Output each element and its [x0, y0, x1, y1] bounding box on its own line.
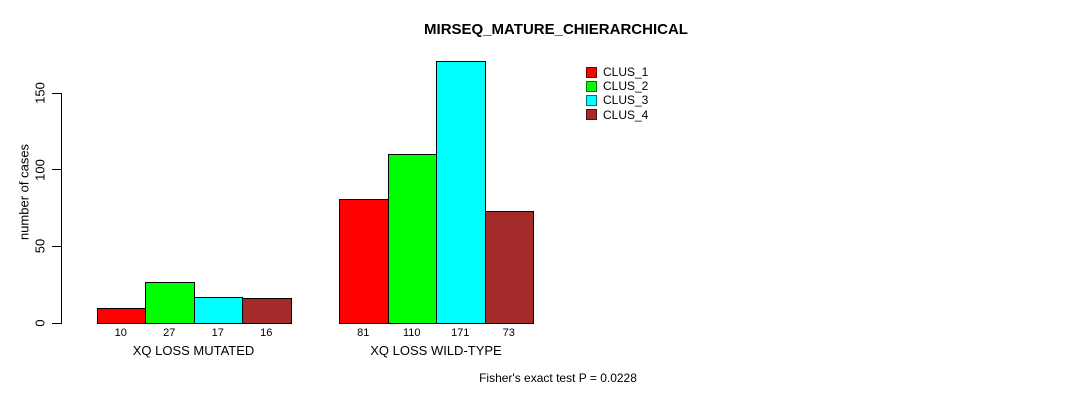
- y-axis-line: [61, 92, 62, 324]
- fisher-test-annotation: Fisher's exact test P = 0.0228: [479, 371, 637, 385]
- y-tick-label: 100: [32, 158, 48, 181]
- y-tick-label: 50: [32, 239, 48, 254]
- legend-label: CLUS_1: [603, 65, 649, 79]
- y-tick: [52, 245, 61, 247]
- legend-label: CLUS_4: [603, 107, 649, 122]
- bar-value-label: 10: [114, 327, 127, 339]
- bar-clus_2-group1: [145, 281, 195, 324]
- legend-swatch-clus_2: [586, 80, 597, 92]
- y-tick: [52, 92, 61, 94]
- chart-title: MIRSEQ_MATURE_CHIERARCHICAL: [424, 21, 688, 38]
- category-label: XQ LOSS MUTATED: [132, 343, 255, 358]
- legend-swatch-clus_1: [586, 66, 597, 78]
- bar-clus_4-group2: [484, 211, 534, 324]
- bar-value-label: 81: [357, 327, 370, 339]
- y-tick-label: 150: [32, 82, 48, 104]
- y-tick: [52, 322, 61, 324]
- bar-value-label: 73: [502, 327, 515, 339]
- bar-value-label: 16: [260, 327, 273, 339]
- legend-label: CLUS_3: [603, 93, 649, 108]
- legend-item: CLUS_1: [586, 66, 648, 78]
- bar-clus_2-group2: [387, 154, 437, 324]
- y-tick-label: 0: [32, 319, 48, 327]
- y-tick: [52, 169, 61, 171]
- bar-value-label: 110: [402, 327, 421, 339]
- bar-value-label: 171: [451, 327, 470, 339]
- bar-clus_1-group1: [96, 307, 146, 324]
- bar-value-label: 17: [211, 327, 224, 339]
- category-label: XQ LOSS WILD-TYPE: [370, 343, 502, 358]
- legend-swatch-clus_3: [586, 94, 597, 106]
- legend-item: CLUS_3: [586, 94, 648, 106]
- bar-clus_1-group2: [339, 198, 389, 324]
- y-axis-label: number of cases: [16, 143, 32, 241]
- legend-swatch-clus_4: [586, 109, 597, 121]
- legend-item: CLUS_2: [586, 80, 648, 92]
- bar-clus_4-group1: [242, 298, 292, 324]
- bar-clus_3-group1: [193, 296, 243, 324]
- bar-clus_3-group2: [436, 60, 486, 324]
- legend-item: CLUS_4: [586, 109, 648, 121]
- legend-label: CLUS_2: [603, 79, 649, 94]
- bar-value-label: 27: [163, 327, 176, 339]
